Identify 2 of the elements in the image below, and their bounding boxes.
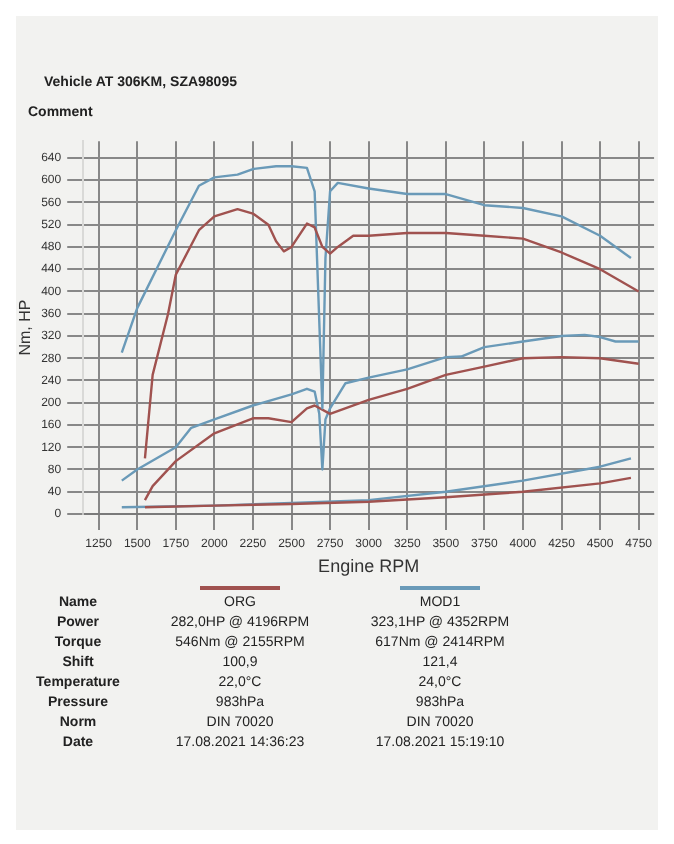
x-axis-title: Engine RPM	[318, 556, 420, 577]
y-axis-title: Nm, HP	[16, 299, 35, 356]
